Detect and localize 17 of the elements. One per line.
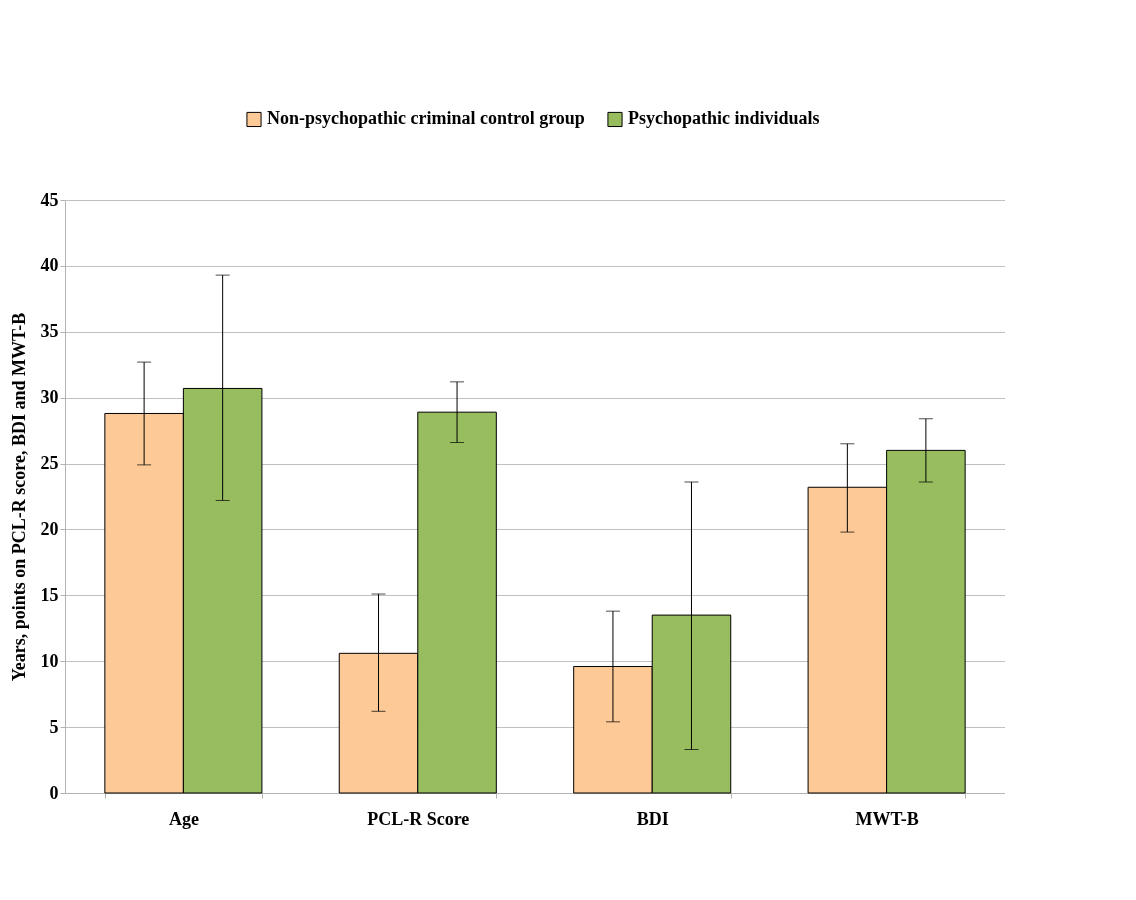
legend-label: Non-psychopathic criminal control group: [267, 108, 585, 129]
y-tick-label: 25: [40, 453, 59, 474]
x-tick-label: MWT-B: [855, 808, 919, 829]
y-tick-label: 40: [40, 255, 59, 276]
y-tick-label: 15: [40, 584, 59, 605]
y-tick-label: 45: [40, 189, 59, 210]
y-tick-label: 5: [49, 716, 59, 737]
y-tick-label: 10: [40, 650, 59, 671]
y-axis-title: Years, points on PCL-R score, BDI and MWT-B: [8, 312, 29, 682]
x-tick-label: BDI: [636, 808, 669, 829]
x-tick-label: Age: [168, 808, 199, 829]
legend-label: Psychopathic individuals: [628, 108, 820, 129]
y-tick-label: 20: [40, 518, 59, 539]
x-tick-label: PCL-R Score: [367, 808, 470, 829]
y-tick-label: 30: [40, 387, 59, 408]
y-tick-label: 35: [40, 321, 59, 342]
y-tick-label: 0: [49, 782, 59, 803]
